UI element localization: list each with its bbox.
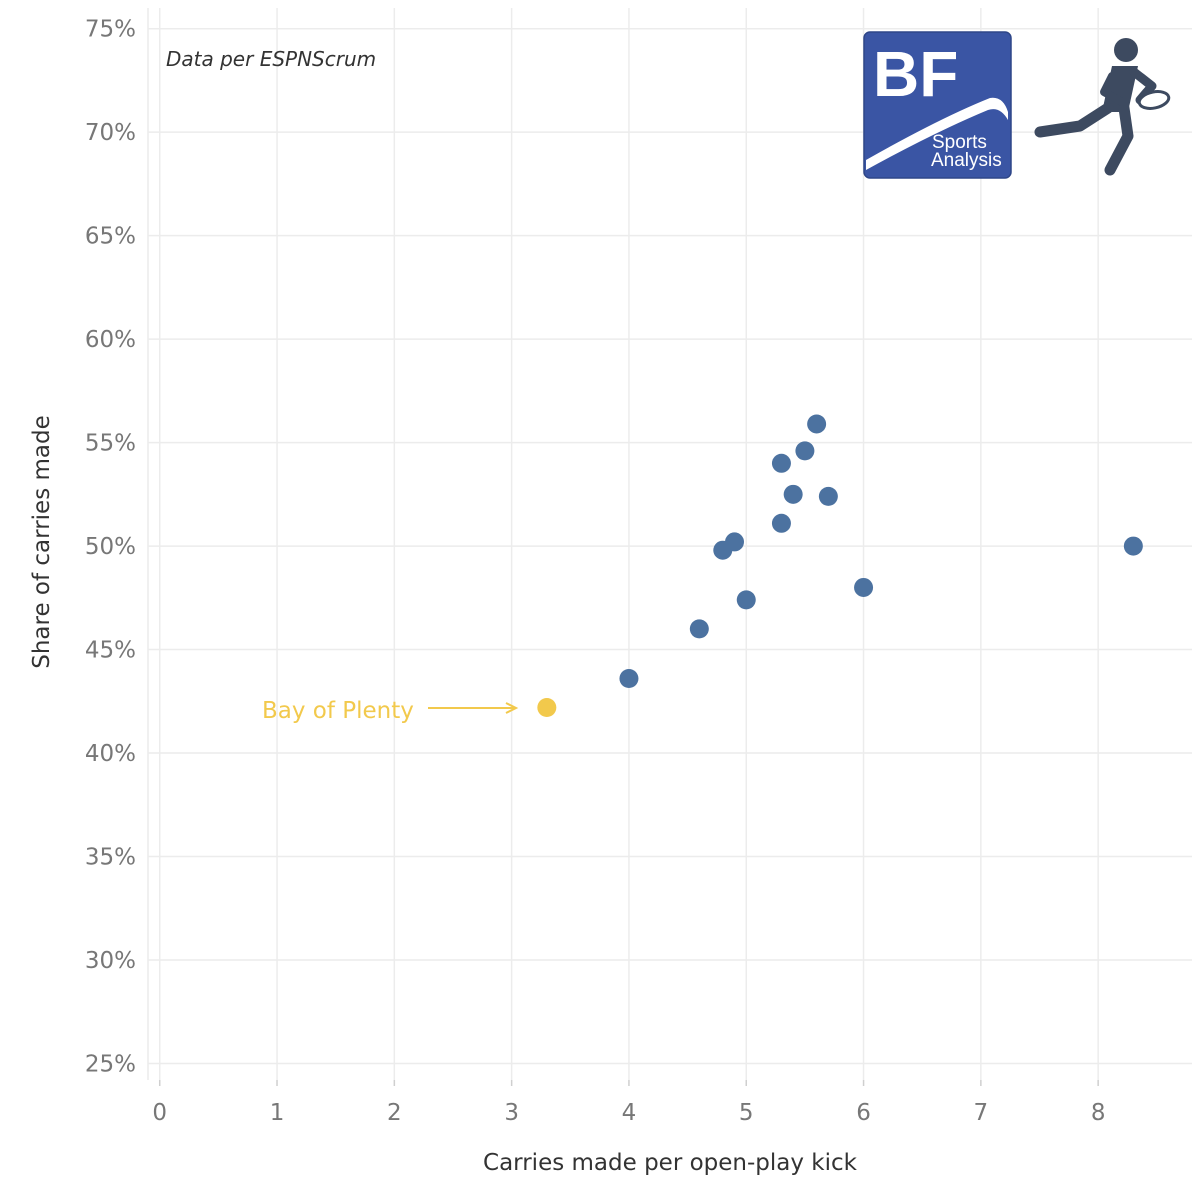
y-tick-label: 40% <box>85 741 136 767</box>
data-point <box>807 414 827 434</box>
y-tick-label: 70% <box>85 120 136 146</box>
logo-line-2: Analysis <box>931 150 1002 171</box>
y-axis-title: Share of carries made <box>29 415 55 669</box>
x-tick-label: 4 <box>622 1100 637 1126</box>
highlighted-data-point <box>537 697 557 717</box>
data-point <box>783 484 803 504</box>
x-tick-label: 7 <box>974 1100 989 1126</box>
y-tick-label: 45% <box>85 638 136 664</box>
y-tick-label: 30% <box>85 948 136 974</box>
x-tick-label: 3 <box>504 1100 519 1126</box>
x-tick-label: 5 <box>739 1100 754 1126</box>
data-point <box>771 513 791 533</box>
x-tick-label: 6 <box>856 1100 871 1126</box>
data-point <box>725 532 745 552</box>
annotation-label: Bay of Plenty <box>262 698 414 724</box>
y-tick-label: 35% <box>85 844 136 870</box>
grid-layer <box>147 8 1192 1080</box>
data-point <box>736 590 756 610</box>
data-point <box>1123 536 1143 556</box>
x-tick-label: 2 <box>387 1100 402 1126</box>
annotation-bay-of-plenty: Bay of Plenty <box>262 698 519 724</box>
x-tick-label: 8 <box>1091 1100 1106 1126</box>
data-point <box>689 619 709 639</box>
logo-initials: BF <box>873 38 958 110</box>
annotation-arrowhead <box>505 702 519 714</box>
source-note: Data per ESPNScrum <box>166 47 376 71</box>
x-axis-title: Carries made per open-play kick <box>483 1150 858 1176</box>
bf-sports-analysis-logo: BF Sports Analysis <box>863 31 1012 179</box>
point-layer <box>537 414 1143 717</box>
y-tick-label: 75% <box>85 17 136 43</box>
data-point <box>818 486 838 506</box>
y-tick-label: 25% <box>85 1051 136 1077</box>
data-point <box>795 441 815 461</box>
rugby-player-icon <box>1034 38 1171 176</box>
data-point <box>619 669 639 689</box>
y-tick-label: 65% <box>85 224 136 250</box>
data-point <box>854 577 874 597</box>
x-tick-label: 0 <box>152 1100 167 1126</box>
logo-line-1: Sports <box>932 132 987 153</box>
tick-layer: 0 1 2 3 4 5 6 7 8 25% 30% 35% 40% 45% 50% 55% 60% 65% 70% 7… <box>85 17 1106 1126</box>
data-point <box>771 453 791 473</box>
y-tick-label: 55% <box>85 431 136 457</box>
y-tick-label: 50% <box>85 534 136 560</box>
y-tick-label: 60% <box>85 327 136 353</box>
x-tick-label: 1 <box>270 1100 285 1126</box>
